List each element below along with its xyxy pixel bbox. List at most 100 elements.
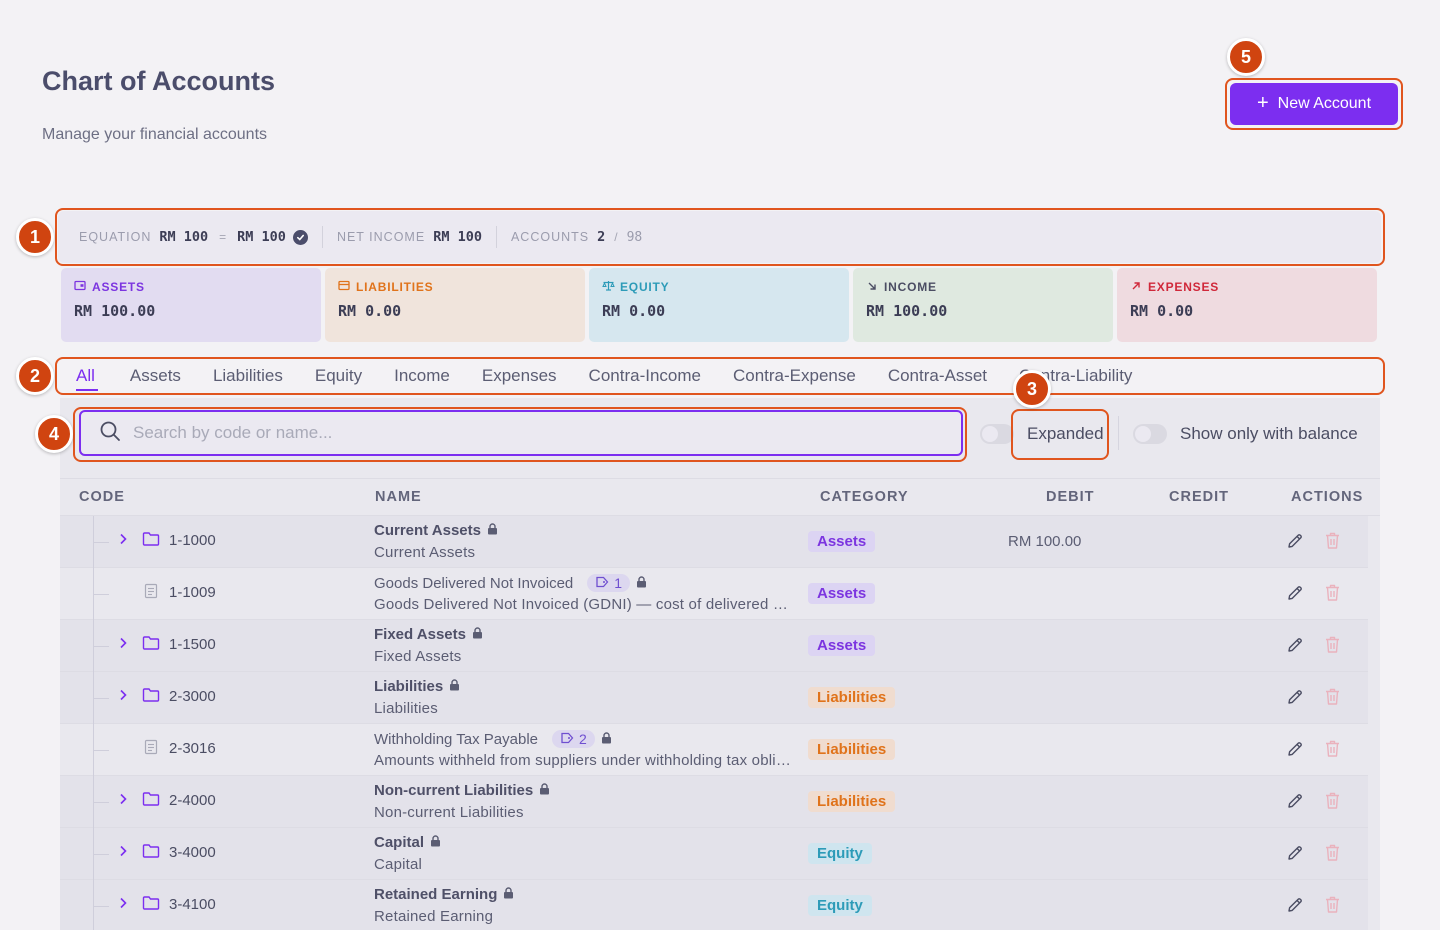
tab-contra-expense[interactable]: Contra-Expense <box>732 366 856 385</box>
category-badge: Liabilities <box>808 739 896 760</box>
delete-icon[interactable] <box>1324 687 1341 711</box>
annotation-marker-5: 5 <box>1227 38 1265 76</box>
delete-icon[interactable] <box>1324 531 1341 555</box>
edit-icon[interactable] <box>1286 636 1304 659</box>
delete-icon[interactable] <box>1324 739 1341 763</box>
lock-icon <box>430 834 441 851</box>
tag-badge[interactable]: 1 <box>587 574 631 592</box>
search-highlight <box>73 407 967 462</box>
card-income-amount: RM 100.00 <box>866 302 948 320</box>
chevron-right-icon[interactable] <box>118 792 128 808</box>
account-name[interactable]: Retained Earning <box>374 886 514 903</box>
delete-icon[interactable] <box>1324 895 1341 919</box>
table-row[interactable]: 2-3000 Liabilities Liabilities Liabilities <box>60 672 1368 724</box>
table-row[interactable]: 3-4000 Capital Capital Equity <box>60 828 1368 880</box>
edit-icon[interactable] <box>1286 584 1304 607</box>
tag-badge[interactable]: 2 <box>552 730 595 748</box>
delete-icon[interactable] <box>1324 583 1341 607</box>
chevron-right-icon[interactable] <box>118 688 128 704</box>
balance-toggle[interactable] <box>1133 424 1167 444</box>
account-name[interactable]: Withholding Tax Payable 2 <box>374 730 612 748</box>
chevron-right-icon[interactable] <box>118 532 128 548</box>
account-name[interactable]: Non-current Liabilities <box>374 782 550 799</box>
tree-branch <box>93 802 109 803</box>
search-box[interactable] <box>79 410 963 456</box>
equation-highlight <box>55 208 1385 266</box>
folder-icon <box>142 635 160 656</box>
chevron-right-icon[interactable] <box>118 636 128 652</box>
header-code[interactable]: CODE <box>79 489 125 505</box>
card-equity[interactable]: EQUITY RM 0.00 <box>589 268 849 342</box>
edit-icon[interactable] <box>1286 792 1304 815</box>
edit-icon[interactable] <box>1286 532 1304 555</box>
new-account-label: New Account <box>1277 95 1372 112</box>
table-row[interactable]: 2-3016 Withholding Tax Payable 2 Amounts wi… <box>60 724 1368 776</box>
account-name-text: Goods Delivered Not Invoiced <box>374 574 574 592</box>
tab-assets[interactable]: Assets <box>129 366 181 385</box>
tree-branch <box>93 750 109 751</box>
delete-icon[interactable] <box>1324 843 1341 867</box>
card-expenses-label: EXPENSES <box>1148 280 1220 294</box>
category-badge: Liabilities <box>808 791 896 812</box>
edit-icon[interactable] <box>1286 740 1304 763</box>
lock-icon <box>636 575 647 592</box>
card-assets-label: ASSETS <box>92 280 145 294</box>
edit-icon[interactable] <box>1286 896 1304 919</box>
card-expenses-amount: RM 0.00 <box>1130 302 1194 320</box>
tab-equity[interactable]: Equity <box>314 366 363 385</box>
expanded-label[interactable]: Expanded <box>1027 424 1104 443</box>
lock-icon <box>472 626 483 643</box>
net-income-label: NET INCOME <box>336 230 426 244</box>
lock-icon <box>601 731 612 748</box>
expanded-toggle[interactable] <box>980 424 1014 444</box>
card-liabilities[interactable]: LIABILITIES RM 0.00 <box>325 268 585 342</box>
search-input[interactable] <box>133 423 933 443</box>
account-name-text: Non-current Liabilities <box>374 782 534 799</box>
delete-icon[interactable] <box>1324 635 1341 659</box>
equation-left: RM 100 <box>159 229 209 245</box>
arrow-down-right-icon <box>866 281 878 294</box>
category-badge: Equity <box>808 895 872 916</box>
account-code: 1-1500 <box>169 636 216 653</box>
chevron-right-icon[interactable] <box>118 896 128 912</box>
equation-right: RM 100 <box>237 229 286 245</box>
annotation-marker-3: 3 <box>1013 370 1051 408</box>
account-name[interactable]: Goods Delivered Not Invoiced 1 <box>374 574 647 592</box>
tab-all[interactable]: All <box>76 360 98 391</box>
header-debit[interactable]: DEBIT <box>1046 489 1095 505</box>
card-assets[interactable]: ASSETS RM 100.00 <box>61 268 321 342</box>
tab-income[interactable]: Income <box>394 366 450 385</box>
tree-branch <box>93 854 109 855</box>
category-cards: ASSETS RM 100.00 LIABILITIES RM 0.00 EQU… <box>61 268 1377 342</box>
tab-contra-income[interactable]: Contra-Income <box>588 366 701 385</box>
header-category[interactable]: CATEGORY <box>820 489 909 505</box>
tab-liabilities[interactable]: Liabilities <box>212 366 283 385</box>
edit-icon[interactable] <box>1286 844 1304 867</box>
account-name[interactable]: Liabilities <box>374 678 460 695</box>
tag-icon <box>595 575 609 591</box>
balance-label[interactable]: Show only with balance <box>1180 424 1358 443</box>
account-name[interactable]: Current Assets <box>374 522 498 539</box>
accounts-sep: / <box>614 230 618 244</box>
account-code: 1-1000 <box>169 532 216 549</box>
account-description: Non-current Liabilities <box>374 804 524 821</box>
card-income[interactable]: INCOME RM 100.00 <box>853 268 1113 342</box>
header-name[interactable]: NAME <box>375 489 422 505</box>
edit-icon[interactable] <box>1286 688 1304 711</box>
header-credit[interactable]: CREDIT <box>1169 489 1229 505</box>
table-row[interactable]: 1-1000 Current Assets Current Assets Assets… <box>60 516 1368 568</box>
tree-branch <box>93 542 109 543</box>
account-name[interactable]: Capital <box>374 834 441 851</box>
card-expenses[interactable]: EXPENSES RM 0.00 <box>1117 268 1377 342</box>
table-row[interactable]: 2-4000 Non-current Liabilities Non-current… <box>60 776 1368 828</box>
equation-op: = <box>219 230 227 244</box>
tab-contra-asset[interactable]: Contra-Asset <box>887 366 988 385</box>
account-name[interactable]: Fixed Assets <box>374 626 483 643</box>
tab-expenses[interactable]: Expenses <box>481 366 557 385</box>
table-row[interactable]: 1-1009 Goods Delivered Not Invoiced 1 Goods… <box>60 568 1368 620</box>
delete-icon[interactable] <box>1324 791 1341 815</box>
chevron-right-icon[interactable] <box>118 844 128 860</box>
table-row[interactable]: 3-4100 Retained Earning Retained Earning Eq… <box>60 880 1368 930</box>
table-row[interactable]: 1-1500 Fixed Assets Fixed Assets Assets <box>60 620 1368 672</box>
new-account-button[interactable]: + New Account <box>1230 83 1398 125</box>
